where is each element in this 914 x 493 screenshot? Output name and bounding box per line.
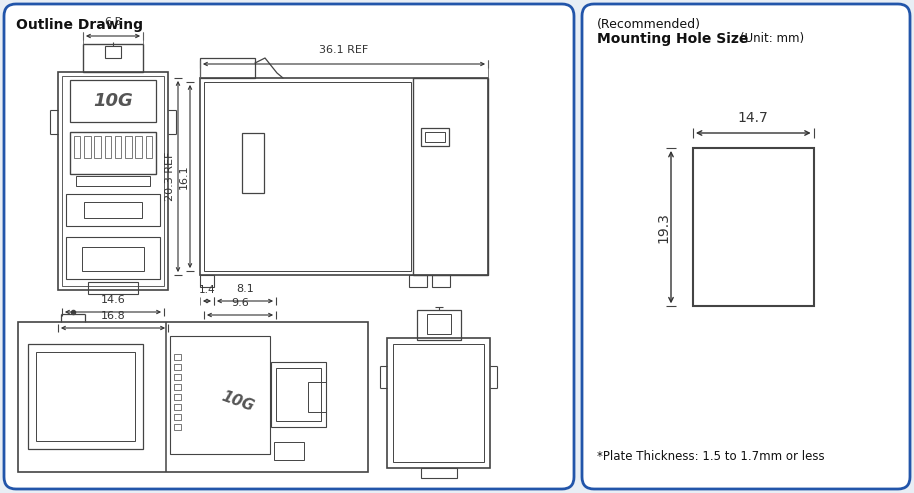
Bar bbox=[74, 136, 80, 158]
Bar bbox=[174, 424, 181, 430]
Bar bbox=[200, 275, 214, 287]
Text: 20.3 REF: 20.3 REF bbox=[165, 152, 175, 201]
Text: 16.1: 16.1 bbox=[179, 164, 189, 189]
Text: 14.6: 14.6 bbox=[101, 295, 125, 305]
Bar bbox=[308, 382, 326, 412]
Text: Outline Drawing: Outline Drawing bbox=[16, 18, 143, 32]
Bar bbox=[174, 404, 181, 410]
Text: 10G: 10G bbox=[93, 92, 133, 110]
Text: 8.1: 8.1 bbox=[236, 284, 254, 294]
Bar bbox=[70, 132, 156, 174]
FancyBboxPatch shape bbox=[4, 4, 574, 489]
Bar bbox=[82, 247, 144, 271]
FancyBboxPatch shape bbox=[582, 4, 910, 489]
Bar bbox=[174, 374, 181, 380]
Bar bbox=[409, 275, 428, 287]
Bar bbox=[70, 80, 156, 122]
Text: 14.7: 14.7 bbox=[738, 111, 769, 125]
Bar bbox=[432, 275, 451, 287]
Text: Mounting Hole Size: Mounting Hole Size bbox=[597, 32, 749, 46]
Bar bbox=[105, 46, 121, 58]
Bar bbox=[174, 364, 181, 370]
Bar bbox=[174, 384, 181, 390]
Text: (Recommended): (Recommended) bbox=[597, 18, 701, 31]
Bar bbox=[84, 202, 142, 218]
Bar bbox=[36, 352, 135, 441]
Bar bbox=[115, 136, 122, 158]
Bar bbox=[104, 136, 112, 158]
Text: 9.6: 9.6 bbox=[231, 298, 249, 308]
Bar bbox=[18, 322, 368, 472]
Bar bbox=[145, 136, 153, 158]
Bar bbox=[94, 136, 101, 158]
Bar bbox=[420, 468, 456, 478]
Bar bbox=[84, 136, 90, 158]
Bar bbox=[271, 362, 326, 427]
Text: 10G: 10G bbox=[219, 389, 257, 415]
Bar bbox=[83, 44, 143, 72]
Bar bbox=[125, 136, 132, 158]
Bar bbox=[174, 414, 181, 420]
Bar bbox=[58, 72, 168, 290]
Bar bbox=[28, 344, 143, 449]
Bar bbox=[693, 148, 813, 306]
Bar bbox=[425, 132, 445, 142]
Bar bbox=[421, 128, 450, 146]
Bar bbox=[76, 176, 150, 186]
Bar bbox=[88, 282, 138, 294]
Bar bbox=[174, 394, 181, 400]
Bar bbox=[276, 368, 321, 421]
Bar bbox=[200, 58, 255, 78]
Text: 16.8: 16.8 bbox=[101, 311, 125, 321]
Bar bbox=[387, 338, 490, 468]
Bar bbox=[274, 442, 304, 460]
Bar bbox=[174, 354, 181, 360]
Text: 19.3: 19.3 bbox=[656, 211, 670, 243]
Text: *Plate Thickness: 1.5 to 1.7mm or less: *Plate Thickness: 1.5 to 1.7mm or less bbox=[597, 450, 824, 463]
Bar bbox=[170, 336, 270, 454]
Bar bbox=[393, 344, 484, 462]
Bar bbox=[66, 237, 160, 279]
Bar bbox=[417, 310, 461, 340]
Bar bbox=[242, 133, 264, 193]
Bar bbox=[200, 78, 488, 275]
Text: 6.5: 6.5 bbox=[104, 17, 122, 27]
Text: 1.4: 1.4 bbox=[198, 285, 216, 295]
Bar bbox=[427, 314, 451, 334]
Bar bbox=[135, 136, 142, 158]
Bar bbox=[66, 194, 160, 226]
Text: 36.1 REF: 36.1 REF bbox=[319, 45, 368, 55]
Bar bbox=[204, 82, 411, 271]
Bar bbox=[413, 78, 488, 275]
Bar bbox=[62, 76, 164, 286]
Text: (Unit: mm): (Unit: mm) bbox=[740, 32, 804, 45]
